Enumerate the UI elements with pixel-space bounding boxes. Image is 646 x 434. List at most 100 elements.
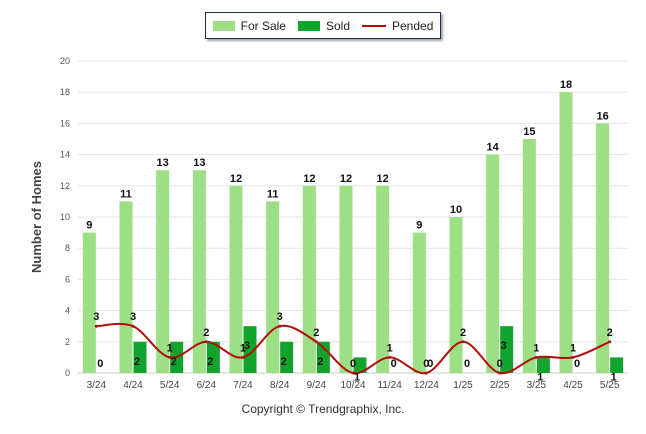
bars [82,92,624,374]
legend-swatch-pended [362,24,386,27]
x-tick-label: 5/25 [600,380,620,391]
data-label-for-sale: 12 [377,173,389,185]
legend-item-pended[interactable]: Pended [362,19,433,33]
bar-sold [536,357,550,373]
y-tick-label: 6 [65,274,70,284]
pended-point [571,355,575,359]
x-tick-label: 3/24 [87,380,107,391]
y-tick-label: 0 [65,368,70,378]
data-label-pended: 2 [313,327,319,339]
data-label-pended: 0 [423,358,429,370]
data-label-sold: 0 [427,358,433,370]
x-tick-label: 12/24 [414,380,439,391]
pended-point [94,324,98,328]
data-label-pended: 0 [497,358,503,370]
y-tick-label: 14 [60,150,70,160]
bar-for-sale [156,170,170,373]
chart-legend: For Sale Sold Pended [205,12,441,39]
x-tick-label: 2/25 [490,380,510,391]
legend-swatch-sold [297,20,320,31]
data-label-for-sale: 12 [303,173,315,185]
x-tick-label: 11/24 [378,380,403,391]
data-label-pended: 2 [607,327,613,339]
y-axis-ticks: 0 2 4 6 8 10 12 14 16 18 20 [60,56,70,378]
data-label-pended: 1 [570,342,576,354]
data-label-pended: 1 [533,342,539,354]
legend-item-for-sale[interactable]: For Sale [212,19,286,33]
bar-for-sale [192,170,206,373]
data-label-pended: 3 [130,311,136,323]
pended-point [204,340,208,344]
bar-sold [610,357,624,373]
y-tick-label: 18 [60,87,70,97]
data-label-sold: 3 [501,340,507,352]
pended-point [461,340,465,344]
x-tick-label: 4/25 [563,380,583,391]
data-label-for-sale: 12 [340,173,352,185]
y-tick-label: 16 [60,118,70,128]
data-label-for-sale: 15 [523,126,535,138]
x-tick-label: 5/24 [160,380,180,391]
pended-point [131,324,135,328]
pended-point [278,324,282,328]
pended-point [424,371,428,375]
data-label-pended: 1 [167,342,173,354]
data-label-sold: 1 [537,371,543,383]
bar-for-sale [412,232,426,373]
data-label-for-sale: 9 [416,220,422,232]
data-label-for-sale: 13 [193,157,205,169]
data-label-pended: 3 [277,311,283,323]
x-tick-label: 1/25 [453,380,473,391]
data-label-for-sale: 11 [120,188,132,200]
x-tick-label: 3/25 [527,380,547,391]
data-labels: 9011213213212311212212112090100143151180… [86,79,616,383]
data-label-sold: 0 [464,358,470,370]
x-tick-label: 9/24 [307,380,327,391]
y-tick-label: 12 [60,181,70,191]
legend-label-sold: Sold [325,18,350,33]
bar-for-sale [596,123,610,374]
data-label-sold: 3 [244,340,250,352]
x-tick-label: 8/24 [270,380,290,391]
data-label-pended: 2 [203,327,209,339]
bar-for-sale [82,232,96,373]
bar-sold [243,326,257,373]
data-label-sold: 0 [97,358,103,370]
data-label-pended: 1 [387,342,393,354]
legend-label-pended: Pended [392,18,434,33]
data-label-pended: 2 [460,327,466,339]
data-label-for-sale: 18 [560,79,572,91]
x-tick-label: 4/24 [123,380,143,391]
legend-item-sold[interactable]: Sold [297,18,350,33]
bar-for-sale [119,201,133,373]
data-label-pended: 0 [350,358,356,370]
data-label-sold: 0 [391,358,397,370]
bar-sold [500,326,514,373]
pended-point [241,355,245,359]
data-label-sold: 1 [611,371,617,383]
pended-line [94,322,612,375]
y-tick-label: 8 [65,243,70,253]
x-tick-label: 6/24 [197,380,217,391]
pended-point [351,371,355,375]
data-label-sold: 2 [134,356,140,368]
bar-for-sale [559,92,573,373]
data-label-sold: 1 [354,371,360,383]
bar-sold [206,341,220,373]
y-tick-label: 20 [60,56,70,66]
bar-for-sale [302,185,316,373]
bar-for-sale [266,201,280,373]
bar-for-sale [522,139,536,373]
data-label-sold: 2 [281,356,287,368]
bar-for-sale [449,217,463,373]
y-tick-label: 2 [65,337,70,347]
pended-point [168,355,172,359]
data-label-for-sale: 16 [597,110,609,122]
bar-for-sale [376,185,390,373]
data-label-sold: 0 [574,358,580,370]
data-label-for-sale: 14 [487,142,500,154]
pended-point [314,340,318,344]
data-label-pended: 1 [240,342,246,354]
y-axis-label: Number of Homes [29,161,44,273]
data-label-for-sale: 10 [450,204,462,216]
